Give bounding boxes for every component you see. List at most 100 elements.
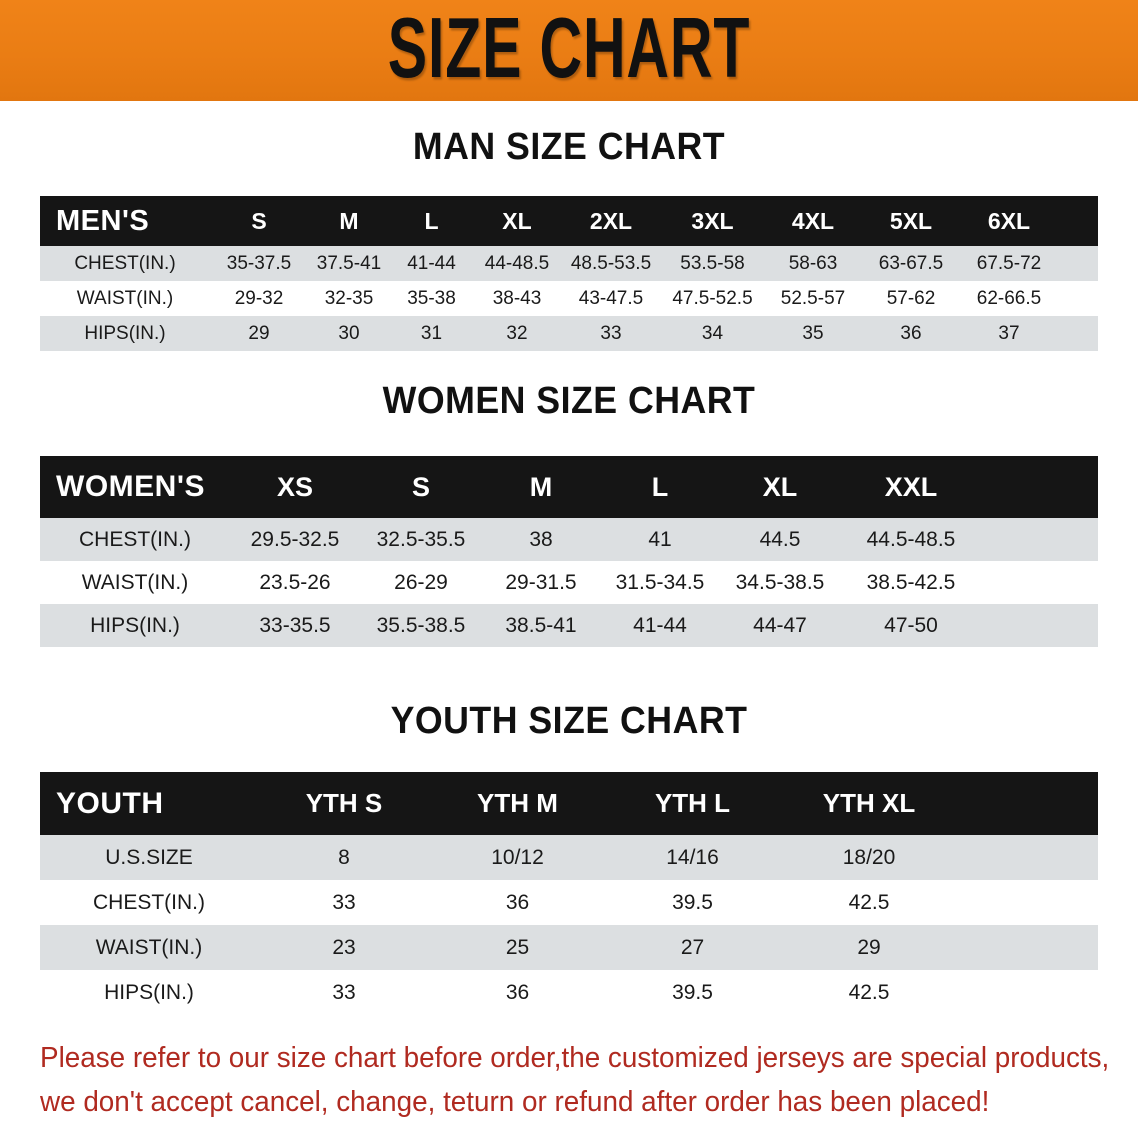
men-cell: 58-63 bbox=[788, 252, 838, 274]
men-cell: 32 bbox=[506, 322, 528, 344]
disclaimer-line-1: Please refer to our size chart before or… bbox=[40, 1042, 1110, 1074]
men-cell: 29 bbox=[248, 322, 270, 344]
table-row: CHEST(IN.) 35-37.5 37.5-41 41-44 44-48.5 48.5… bbox=[40, 246, 1098, 281]
men-cell-spacer bbox=[1058, 281, 1098, 316]
men-cell: 57-62 bbox=[886, 287, 936, 309]
youth-size-header-2: YTH M bbox=[477, 788, 558, 818]
youth-cell: 42.5 bbox=[848, 980, 890, 1004]
youth-section-title: YOUTH SIZE CHART bbox=[390, 700, 748, 742]
women-corner-label: WOMEN'S bbox=[56, 470, 205, 503]
women-row-label: CHEST(IN.) bbox=[79, 527, 191, 551]
youth-row-label: CHEST(IN.) bbox=[93, 890, 205, 914]
men-row-label: CHEST(IN.) bbox=[74, 252, 176, 274]
youth-cell: 25 bbox=[505, 935, 530, 959]
women-size-header-4: L bbox=[651, 471, 669, 502]
men-cell-spacer bbox=[1058, 316, 1098, 351]
women-header-spacer bbox=[982, 456, 1098, 518]
men-row-label: HIPS(IN.) bbox=[84, 322, 166, 344]
men-cell: 35 bbox=[802, 322, 824, 344]
youth-cell: 36 bbox=[505, 980, 530, 1004]
women-cell: 29.5-32.5 bbox=[250, 527, 340, 551]
men-header-row: MEN'S S M L XL 2XL 3XL 4XL 5XL 6XL bbox=[40, 196, 1098, 246]
men-cell: 44-48.5 bbox=[484, 252, 550, 274]
youth-cell: 8 bbox=[338, 845, 350, 869]
men-cell: 37 bbox=[998, 322, 1020, 344]
women-size-table: WOMEN'S XS S M L XL XXL CHEST(IN.) 29.5-32.5 32.5… bbox=[40, 456, 1098, 647]
women-cell: 41-44 bbox=[633, 613, 687, 637]
youth-cell-spacer bbox=[958, 970, 1098, 1015]
women-cell: 33-35.5 bbox=[259, 613, 331, 637]
women-cell: 35.5-38.5 bbox=[376, 613, 466, 637]
table-row: HIPS(IN.) 33 36 39.5 42.5 bbox=[40, 970, 1098, 1015]
women-cell-spacer bbox=[982, 561, 1098, 604]
women-cell: 26-29 bbox=[394, 570, 448, 594]
women-size-header-2: S bbox=[411, 471, 430, 502]
women-cell: 34.5-38.5 bbox=[735, 570, 825, 594]
women-row-label: WAIST(IN.) bbox=[81, 570, 189, 594]
youth-row-label: HIPS(IN.) bbox=[104, 980, 194, 1004]
youth-cell-spacer bbox=[958, 835, 1098, 880]
men-cell: 36 bbox=[900, 322, 922, 344]
women-cell: 38.5-42.5 bbox=[866, 570, 956, 594]
men-cell: 34 bbox=[701, 322, 724, 344]
youth-row-label: WAIST(IN.) bbox=[95, 935, 203, 959]
disclaimer-text: Please refer to our size chart before or… bbox=[40, 1036, 1110, 1124]
men-size-header-2: M bbox=[339, 207, 359, 234]
men-size-header-4: XL bbox=[502, 207, 532, 234]
table-row: CHEST(IN.) 29.5-32.5 32.5-35.5 38 41 44.5 44.5… bbox=[40, 518, 1098, 561]
man-section-title: MAN SIZE CHART bbox=[412, 126, 726, 168]
youth-cell: 39.5 bbox=[672, 980, 713, 1004]
women-cell: 29-31.5 bbox=[505, 570, 577, 594]
youth-cell: 10/12 bbox=[491, 845, 544, 869]
men-cell: 63-67.5 bbox=[878, 252, 944, 274]
youth-cell: 39.5 bbox=[672, 890, 713, 914]
women-cell: 23.5-26 bbox=[259, 570, 331, 594]
youth-header-row: YOUTH YTH S YTH M YTH L YTH XL bbox=[40, 772, 1098, 835]
women-cell: 41 bbox=[648, 527, 672, 551]
page-banner: SIZE CHART bbox=[0, 0, 1138, 101]
women-cell: 32.5-35.5 bbox=[376, 527, 466, 551]
women-size-header-3: M bbox=[529, 471, 553, 502]
youth-cell-spacer bbox=[958, 880, 1098, 925]
women-cell: 38.5-41 bbox=[505, 613, 577, 637]
women-cell-spacer bbox=[982, 518, 1098, 561]
women-size-header-1: XS bbox=[276, 471, 314, 502]
women-size-header-5: XL bbox=[762, 471, 798, 502]
table-row: CHEST(IN.) 33 36 39.5 42.5 bbox=[40, 880, 1098, 925]
youth-cell: 33 bbox=[332, 890, 356, 914]
youth-cell: 27 bbox=[680, 935, 705, 959]
disclaimer-line-2: we don't accept cancel, change, teturn o… bbox=[40, 1086, 990, 1118]
men-cell: 48.5-53.5 bbox=[570, 252, 652, 274]
women-section-title: WOMEN SIZE CHART bbox=[382, 380, 756, 422]
banner-title: SIZE CHART bbox=[387, 0, 751, 96]
table-row: U.S.SIZE 8 10/12 14/16 18/20 bbox=[40, 835, 1098, 880]
men-cell: 30 bbox=[338, 322, 360, 344]
youth-corner-label: YOUTH bbox=[56, 786, 164, 820]
women-row-label: HIPS(IN.) bbox=[90, 613, 180, 637]
men-corner-label: MEN'S bbox=[56, 204, 150, 237]
men-header-spacer bbox=[1058, 196, 1098, 246]
youth-cell: 23 bbox=[332, 935, 356, 959]
table-row: WAIST(IN.) 23.5-26 26-29 29-31.5 31.5-34.5 34… bbox=[40, 561, 1098, 604]
men-cell: 41-44 bbox=[407, 252, 456, 274]
men-cell: 43-47.5 bbox=[578, 287, 644, 309]
youth-cell: 33 bbox=[332, 980, 356, 1004]
table-row: HIPS(IN.) 29 30 31 32 33 34 35 36 37 bbox=[40, 316, 1098, 351]
youth-size-header-4: YTH XL bbox=[822, 788, 916, 818]
youth-size-header-1: YTH S bbox=[305, 788, 383, 818]
men-size-header-1: S bbox=[251, 207, 267, 234]
youth-size-header-3: YTH L bbox=[654, 788, 731, 818]
men-cell: 47.5-52.5 bbox=[672, 287, 753, 309]
men-cell: 35-37.5 bbox=[226, 252, 292, 274]
men-size-header-8: 5XL bbox=[889, 207, 933, 234]
men-size-header-5: 2XL bbox=[589, 207, 633, 234]
men-cell: 37.5-41 bbox=[316, 252, 382, 274]
youth-cell: 18/20 bbox=[842, 845, 896, 869]
men-size-header-3: L bbox=[424, 207, 439, 234]
women-cell: 44.5-48.5 bbox=[866, 527, 956, 551]
women-cell: 44-47 bbox=[753, 613, 807, 637]
youth-header-spacer bbox=[958, 772, 1098, 835]
men-cell: 33 bbox=[600, 322, 622, 344]
women-cell: 31.5-34.5 bbox=[615, 570, 705, 594]
